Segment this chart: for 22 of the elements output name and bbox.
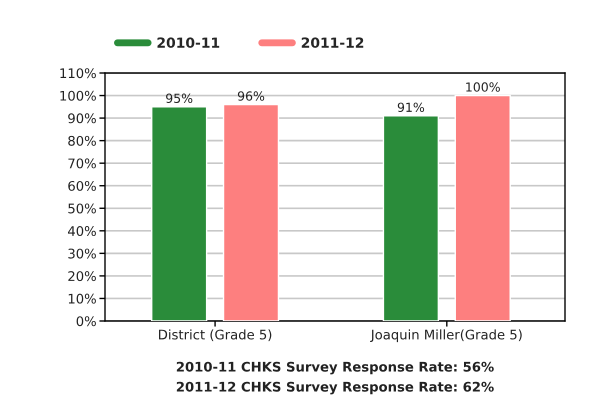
y-tick-label: 0%	[76, 316, 96, 326]
text: 2010-11 CHKS Survey Response Rate: 56%	[176, 362, 494, 374]
y-tick-label: 90%	[68, 113, 96, 124]
x-tick-label: District (Grade 5)	[159, 329, 272, 342]
data-label: 95%	[166, 94, 192, 104]
y-tick-label: 70%	[68, 158, 96, 168]
y-tick-label: 20%	[68, 271, 96, 282]
x-tick-label: Joaquin Miller(Grade 5)	[370, 329, 522, 342]
legend-label: 2010-11	[157, 37, 220, 48]
text: 2011-12 CHKS Survey Response Rate: 62%	[176, 382, 494, 394]
y-tick-label: 80%	[68, 136, 96, 146]
y-tick-label: 60%	[68, 180, 96, 191]
y-tick-label: 100%	[60, 90, 96, 101]
y-tick-label: 110%	[60, 68, 96, 78]
data-label: 96%	[238, 91, 264, 101]
y-tick-label: 10%	[68, 294, 96, 304]
data-label: 100%	[466, 82, 500, 92]
y-tick-label: 40%	[68, 226, 96, 236]
data-label: 91%	[398, 102, 424, 112]
y-tick-label: 50%	[68, 203, 96, 214]
y-tick-label: 30%	[68, 248, 96, 259]
legend-label: 2011-12	[302, 37, 364, 48]
